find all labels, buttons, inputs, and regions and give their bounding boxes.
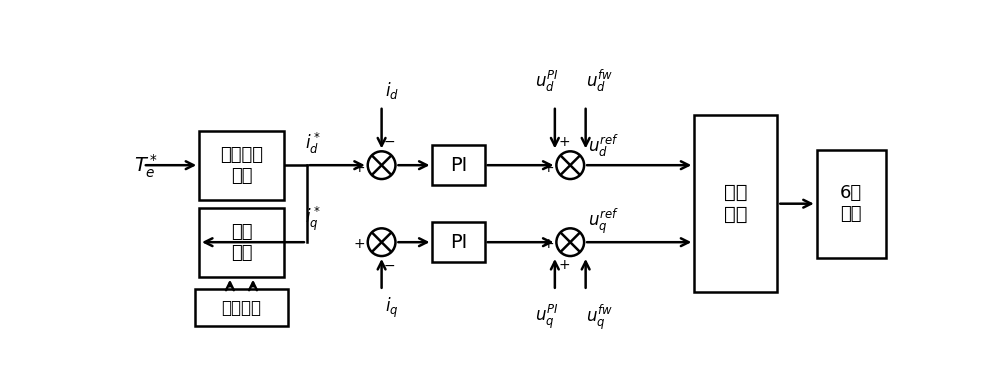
Text: $u_q^{fw}$: $u_q^{fw}$	[586, 303, 613, 332]
Text: +: +	[558, 258, 570, 272]
Bar	[817, 150, 886, 257]
Text: −: −	[384, 258, 396, 272]
Text: 调制
模块: 调制 模块	[724, 183, 748, 224]
Text: 电机参数: 电机参数	[221, 299, 261, 317]
Text: +: +	[354, 160, 365, 175]
Text: $u_q^{ref}$: $u_q^{ref}$	[588, 207, 619, 236]
Circle shape	[368, 228, 395, 256]
Bar	[195, 289, 288, 326]
Text: $u_d^{PI}$: $u_d^{PI}$	[535, 68, 559, 94]
Text: +: +	[542, 238, 554, 251]
Text: 电机特性
曲线: 电机特性 曲线	[220, 146, 263, 185]
Text: +: +	[558, 135, 570, 149]
Circle shape	[556, 151, 584, 179]
Circle shape	[368, 151, 395, 179]
Text: $T_e^*$: $T_e^*$	[134, 153, 158, 180]
Bar	[694, 115, 777, 292]
Bar	[199, 131, 284, 200]
Text: 6路
脉冲: 6路 脉冲	[840, 184, 862, 223]
Text: $i_d$: $i_d$	[385, 80, 399, 101]
Circle shape	[556, 228, 584, 256]
Bar	[199, 207, 284, 277]
Text: +: +	[542, 160, 554, 175]
Text: $i_q^*$: $i_q^*$	[305, 205, 320, 233]
Text: PI: PI	[450, 233, 467, 252]
Bar	[432, 222, 485, 262]
Text: 转矩
公式: 转矩 公式	[231, 223, 252, 262]
Text: +: +	[354, 238, 365, 251]
Text: $i_q$: $i_q$	[385, 295, 398, 319]
Text: $u_q^{PI}$: $u_q^{PI}$	[535, 303, 559, 331]
Text: PI: PI	[450, 156, 467, 175]
Text: $u_d^{ref}$: $u_d^{ref}$	[588, 133, 619, 159]
Bar	[432, 145, 485, 185]
Text: $u_d^{fw}$: $u_d^{fw}$	[586, 67, 613, 94]
Text: $i_d^*$: $i_d^*$	[305, 131, 320, 156]
Text: −: −	[384, 135, 396, 149]
